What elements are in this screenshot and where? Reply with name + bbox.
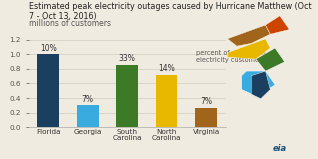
Text: millions of customers: millions of customers bbox=[29, 19, 111, 28]
Polygon shape bbox=[227, 25, 270, 46]
Text: 7%: 7% bbox=[82, 94, 94, 104]
Bar bbox=[77, 105, 99, 127]
Polygon shape bbox=[251, 71, 270, 99]
Polygon shape bbox=[227, 39, 270, 59]
Text: eia: eia bbox=[273, 144, 287, 153]
Text: percent of state total
electricity customers: percent of state total electricity custo… bbox=[196, 50, 266, 63]
Polygon shape bbox=[266, 16, 289, 34]
Text: Estimated peak electricity outages caused by Hurricane Matthew (Oct 7 - Oct 13, : Estimated peak electricity outages cause… bbox=[29, 2, 311, 21]
Bar bbox=[116, 65, 138, 127]
Text: 33%: 33% bbox=[119, 54, 136, 63]
Text: 7%: 7% bbox=[200, 97, 212, 106]
Polygon shape bbox=[242, 71, 275, 96]
Polygon shape bbox=[256, 48, 285, 71]
Text: 14%: 14% bbox=[158, 64, 175, 73]
Text: 10%: 10% bbox=[40, 44, 57, 52]
Bar bbox=[38, 54, 59, 127]
Bar bbox=[195, 108, 217, 127]
Bar bbox=[156, 75, 177, 127]
